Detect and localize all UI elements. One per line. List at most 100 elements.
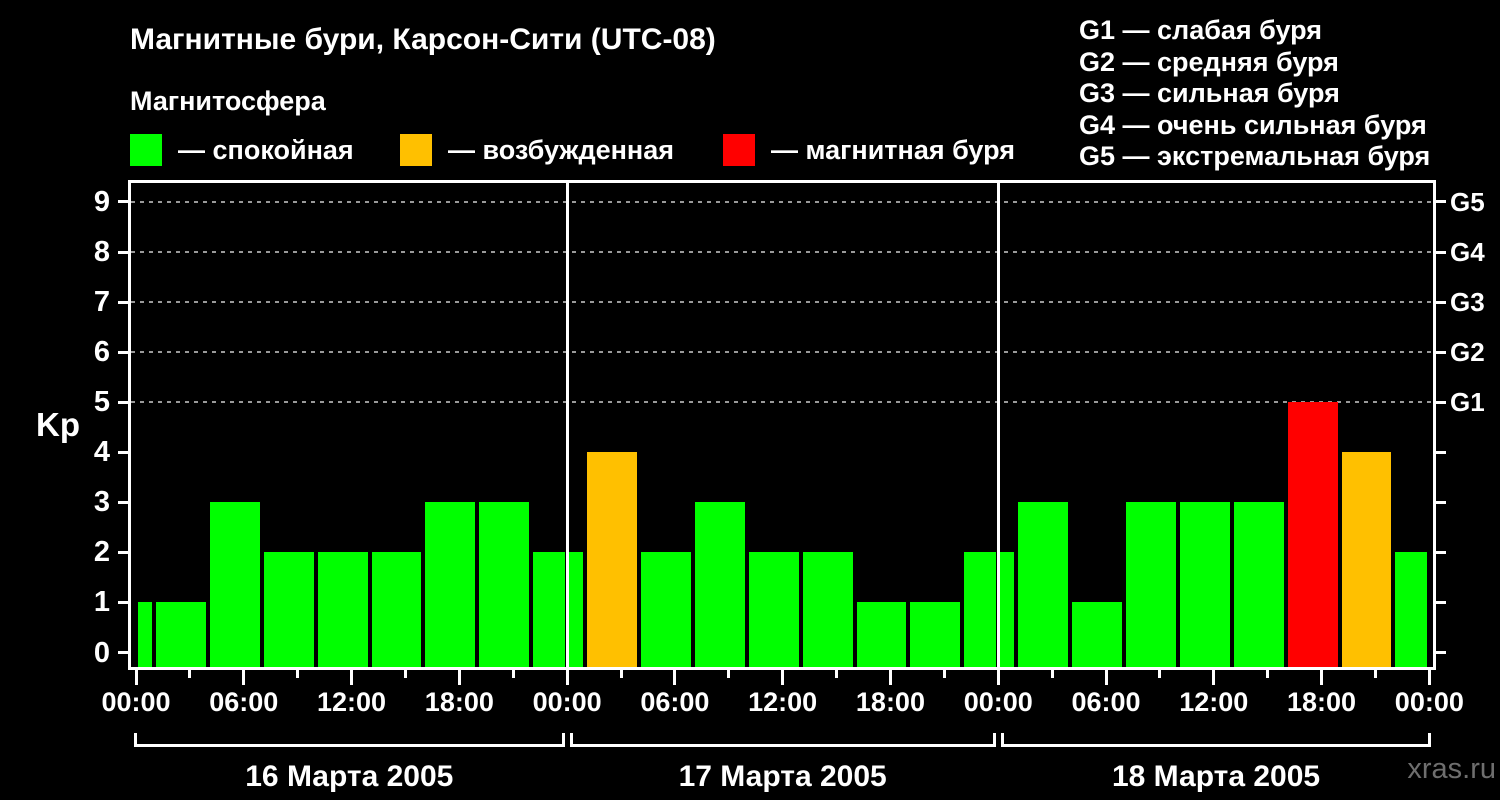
y-axis-tick [118, 350, 128, 354]
g-scale-label-g2: G2 [1450, 337, 1485, 368]
y-axis-tick [118, 450, 128, 454]
date-bracket-end [134, 733, 137, 747]
kp-bar [533, 552, 566, 667]
date-bracket-end [992, 733, 996, 747]
x-axis-minor-tick [511, 670, 515, 678]
storm-color-swatch [723, 134, 755, 166]
y-axis-tick [118, 250, 128, 254]
kp-bar [1018, 502, 1069, 667]
kp-bar [479, 502, 530, 667]
y-axis-tick [118, 200, 128, 204]
plot-border [128, 180, 1436, 670]
kp-bar [640, 552, 691, 667]
g-scale-label-g1: G1 [1450, 387, 1485, 418]
y-axis-tick-right [1436, 350, 1446, 354]
g-legend-line-g4: G4 — очень сильная буря [1079, 109, 1427, 140]
x-axis-major-tick [1104, 670, 1108, 685]
dashed-gridline-kp6 [131, 351, 1433, 354]
y-tick-label: 7 [93, 286, 110, 319]
x-tick-label: 00:00 [101, 687, 171, 717]
kp-bar [1125, 502, 1176, 667]
y-tick-label: 6 [93, 336, 110, 369]
kp-bar [155, 602, 206, 667]
date-bracket-end [1000, 733, 1004, 747]
kp-bar [263, 552, 314, 667]
kp-bar [1179, 502, 1230, 667]
kp-bar [1395, 552, 1428, 667]
x-tick-label: 18:00 [1287, 687, 1357, 717]
kp-bar [425, 502, 476, 667]
kp-bar [1000, 552, 1015, 667]
x-axis-minor-tick [619, 670, 623, 678]
x-tick-label: 18:00 [855, 687, 925, 717]
date-bracket-line [1000, 744, 1432, 747]
x-tick-label: 00:00 [532, 687, 602, 717]
legend-item-storm: — магнитная буря [723, 134, 1015, 166]
kp-bar [856, 602, 907, 667]
y-axis-tick-right [1436, 450, 1446, 454]
date-label: 18 Марта 2005 [1111, 760, 1321, 793]
date-label: 17 Марта 2005 [678, 760, 887, 793]
dashed-gridline-kp9 [131, 200, 1433, 203]
y-axis-tick [118, 600, 128, 604]
x-axis-minor-tick [1050, 670, 1054, 678]
x-tick-label: 00:00 [963, 687, 1033, 717]
kp-bar [694, 502, 745, 667]
y-tick-label: 9 [93, 185, 110, 218]
g-scale-label-g5: G5 [1450, 186, 1485, 217]
quiet-color-swatch [130, 134, 162, 166]
g-scale-label-g4: G4 [1450, 237, 1485, 268]
x-axis-minor-tick [403, 670, 407, 678]
y-axis-tick [118, 500, 128, 504]
y-tick-label: 1 [93, 586, 110, 619]
y-tick-label: 0 [93, 636, 110, 669]
y-axis-tick-right [1436, 600, 1446, 604]
x-axis-minor-tick [188, 670, 192, 678]
magnetosphere-label: Магнитосфера [130, 86, 326, 116]
g-legend-line-g5: G5 — экстремальная буря [1079, 141, 1431, 171]
g-scale-legend: G1 — слабая буря G2 — средняя буря G3 — … [1079, 15, 1430, 173]
legend-label-storm: — магнитная буря [771, 135, 1015, 165]
y-tick-label: 8 [93, 236, 110, 269]
date-bracket-end [1428, 733, 1432, 747]
x-axis-major-tick [781, 670, 785, 685]
kp-bar [748, 552, 799, 667]
x-axis-minor-tick [1266, 670, 1270, 678]
kp-bar [317, 552, 368, 667]
x-axis-minor-tick [1158, 670, 1162, 678]
y-axis-tick-right [1436, 400, 1446, 404]
x-axis-major-tick [673, 670, 677, 685]
kp-bar [910, 602, 961, 667]
kp-bar [587, 452, 637, 667]
date-label: 16 Марта 2005 [245, 760, 454, 793]
x-axis-major-tick [242, 670, 246, 685]
y-axis-title: Kp [36, 406, 80, 443]
x-tick-label: 12:00 [748, 687, 818, 717]
y-tick-label: 3 [93, 486, 110, 519]
kp-bar [802, 552, 853, 667]
y-axis-tick-right [1436, 651, 1446, 654]
date-bracket-end [569, 733, 573, 747]
kp-bar [1233, 502, 1284, 667]
date-bracket-line [134, 744, 565, 747]
y-axis-tick-right [1436, 550, 1446, 554]
y-tick-label: 4 [93, 436, 110, 469]
kp-bar [569, 552, 584, 667]
date-bracket-end [561, 733, 565, 747]
x-axis-major-tick [888, 670, 892, 685]
y-tick-label: 2 [93, 536, 110, 569]
y-axis-tick-right [1436, 500, 1446, 504]
kp-bar [371, 552, 422, 667]
kp-bar [1072, 602, 1122, 667]
x-axis-major-tick [1212, 670, 1216, 685]
excited-color-swatch [400, 134, 432, 166]
y-axis-tick-right [1436, 250, 1446, 254]
x-axis-major-tick [565, 670, 569, 685]
x-tick-label: 06:00 [640, 687, 710, 717]
g-legend-line-g1: G1 — слабая буря [1079, 15, 1323, 45]
g-scale-label-g3: G3 [1450, 287, 1485, 318]
dashed-gridline-kp8 [131, 251, 1433, 254]
y-axis-tick [118, 550, 128, 554]
legend-label-excited: — возбужденная [448, 135, 674, 165]
